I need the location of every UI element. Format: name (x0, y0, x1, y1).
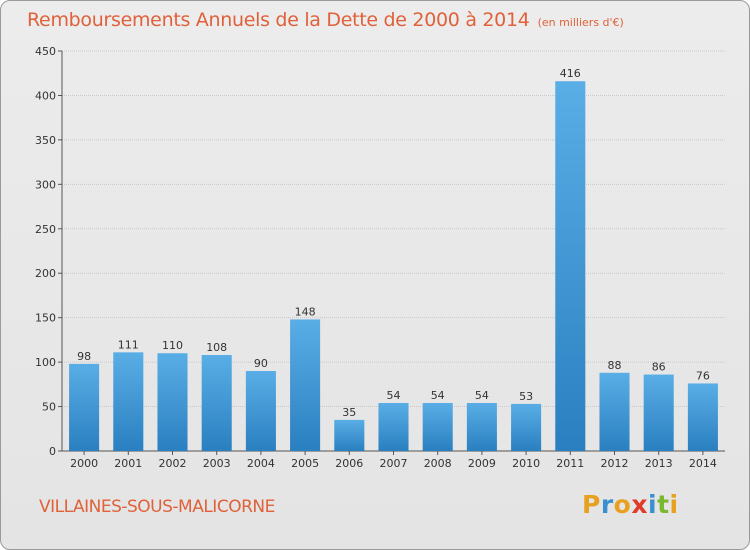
data-label-2013: 86 (652, 361, 666, 374)
bar-2005 (290, 319, 321, 451)
data-label-2002: 110 (162, 339, 183, 352)
data-label-2003: 108 (206, 341, 227, 354)
x-tick-label: 2008 (424, 457, 452, 470)
bar-2003 (201, 355, 232, 451)
data-label-2001: 111 (118, 338, 139, 351)
x-tick-label: 2001 (114, 457, 142, 470)
x-tick-label: 2013 (645, 457, 673, 470)
unit-note: (en milliers d'€) (537, 16, 624, 29)
y-tick-label: 450 (35, 45, 56, 58)
bar-2011 (555, 81, 586, 451)
x-tick-label: 2010 (512, 457, 540, 470)
y-tick-label: 50 (42, 401, 56, 414)
y-tick-label: 200 (35, 267, 56, 280)
x-tick-label: 2011 (556, 457, 584, 470)
proxiti-logo: Proxiti (582, 490, 679, 519)
bar-2013 (643, 374, 674, 451)
data-label-2000: 98 (77, 350, 91, 363)
x-tick-label: 2003 (203, 457, 231, 470)
logo-letter: r (600, 490, 614, 519)
bar-2008 (422, 403, 453, 451)
y-tick-label: 150 (35, 312, 56, 325)
logo-letter: o (613, 490, 632, 519)
x-tick-label: 2009 (468, 457, 496, 470)
y-tick-label: 400 (35, 89, 56, 102)
town-name: VILLAINES-SOUS-MALICORNE (39, 497, 275, 517)
y-tick-label: 350 (35, 134, 56, 147)
chart-title-block: Remboursements Annuels de la Dette de 20… (27, 9, 624, 31)
bar-2007 (378, 403, 409, 451)
logo-letter: P (582, 490, 601, 519)
data-label-2009: 54 (475, 389, 489, 402)
logo-letter: i (669, 490, 679, 519)
x-tick-label: 2005 (291, 457, 319, 470)
bar-2012 (599, 372, 630, 451)
logo-letter: i (648, 490, 658, 519)
x-tick-label: 2006 (335, 457, 363, 470)
bar-2000 (69, 363, 100, 451)
data-label-2012: 88 (608, 359, 622, 372)
x-tick-label: 2000 (70, 457, 98, 470)
data-label-2008: 54 (431, 389, 445, 402)
y-tick-label: 100 (35, 356, 56, 369)
bar-2004 (245, 371, 276, 451)
data-label-2006: 35 (342, 406, 356, 419)
bar-2002 (157, 353, 188, 451)
x-tick-label: 2002 (159, 457, 187, 470)
y-tick-label: 250 (35, 223, 56, 236)
data-label-2005: 148 (295, 305, 316, 318)
bar-2010 (511, 403, 542, 451)
bar-2014 (687, 383, 718, 451)
chart-title: Remboursements Annuels de la Dette de 20… (27, 9, 530, 31)
x-tick-label: 2004 (247, 457, 275, 470)
data-label-2007: 54 (387, 389, 401, 402)
bar-2001 (113, 352, 144, 451)
y-tick-label: 300 (35, 178, 56, 191)
x-tick-label: 2014 (689, 457, 717, 470)
logo-letter: x (631, 490, 648, 519)
data-label-2014: 76 (696, 369, 710, 382)
y-tick-label: 0 (49, 445, 56, 458)
bar-2009 (466, 403, 497, 451)
data-label-2011: 416 (560, 67, 581, 80)
data-label-2010: 53 (519, 390, 533, 403)
x-tick-label: 2007 (380, 457, 408, 470)
x-tick-label: 2012 (601, 457, 629, 470)
bar-2006 (334, 419, 365, 451)
data-label-2004: 90 (254, 357, 268, 370)
logo-letter: t (657, 490, 670, 519)
